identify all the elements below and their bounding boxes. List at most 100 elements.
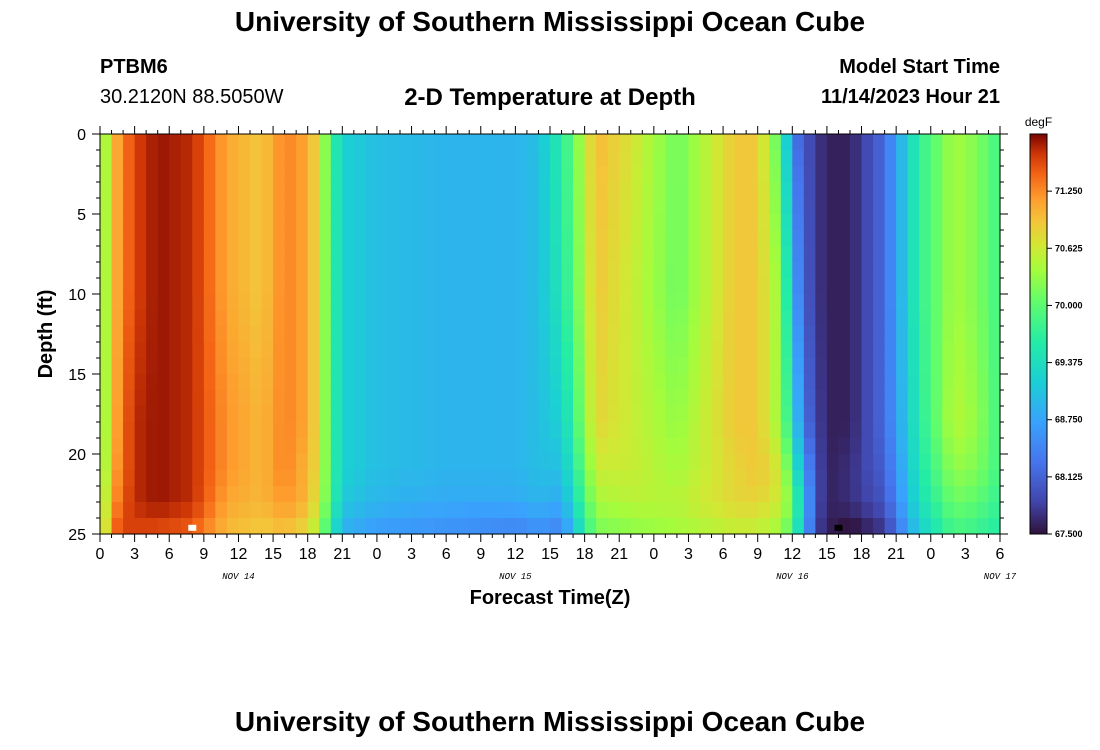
heatmap-cell [330,326,343,343]
heatmap-cell [353,182,366,199]
heatmap-cell [250,294,263,311]
heatmap-cell [953,150,966,167]
heatmap-cell [423,134,436,151]
heatmap-cell [319,294,332,311]
heatmap-cell [757,438,770,455]
heatmap-cell [457,358,470,375]
heatmap-cell [826,390,840,407]
heatmap-cell [376,518,390,535]
heatmap-cell [411,134,424,151]
heatmap-cell [342,294,355,311]
heatmap-cell [319,342,332,359]
heatmap-cell [826,150,840,167]
heatmap-cell [861,470,874,487]
heatmap-cell [284,262,297,279]
heatmap-cell [919,246,932,263]
heatmap-cell [861,134,874,151]
heatmap-cell [296,310,309,327]
heatmap-cell [826,310,840,327]
heatmap-cell [688,198,701,215]
heatmap-cell [469,166,482,183]
heatmap-cell [642,214,655,231]
heatmap-cell [423,470,436,487]
heatmap-cell [803,486,816,503]
heatmap-cell [561,326,574,343]
heatmap-cell [388,342,401,359]
heatmap-cell [330,438,343,455]
heatmap-cell [965,294,978,311]
heatmap-cell [953,486,966,503]
heatmap-cell [711,278,724,295]
heatmap-cell [953,262,966,279]
heatmap-cell [746,310,759,327]
heatmap-cell [919,438,932,455]
heatmap-cell [434,230,447,247]
heatmap-cell [942,422,955,439]
heatmap-cell [988,262,1001,279]
heatmap-cell [815,518,828,535]
heatmap-cell [642,166,655,183]
heatmap-cell [515,182,528,199]
page-title: University of Southern Mississippi Ocean… [234,6,866,37]
heatmap-cell [919,150,932,167]
heatmap-cell [746,470,759,487]
heatmap-cell [953,470,966,487]
heatmap-cell [792,406,805,423]
heatmap-cell [146,214,159,231]
heatmap-cell [515,342,528,359]
heatmap-cell [353,518,366,535]
heatmap-cell [342,374,355,391]
heatmap-cell [376,278,390,295]
heatmap-cell [688,390,701,407]
heatmap-cell [365,518,378,535]
heatmap-cell [226,310,240,327]
heatmap-cell [596,182,609,199]
x-tick-label: 21 [333,546,351,563]
heatmap-cell [457,486,470,503]
heatmap-cell [780,422,793,439]
heatmap-cell [965,230,978,247]
heatmap-cell [250,262,263,279]
colorbar-tick-label: 69.375 [1055,358,1083,368]
heatmap-cell [134,390,147,407]
heatmap-cell [157,422,170,439]
heatmap-cell [953,518,966,535]
heatmap-cell [746,454,759,471]
heatmap-cell [180,246,193,263]
colorbar-unit-label: degF [1025,115,1052,129]
heatmap-cell [665,182,678,199]
heatmap-cell [780,358,793,375]
heatmap-cell [457,166,470,183]
heatmap-cell [884,422,897,439]
heatmap-cell [861,502,874,519]
heatmap-cell [492,374,505,391]
heatmap-cell [134,198,147,215]
heatmap-cell [284,198,297,215]
heatmap-cell [561,246,574,263]
heatmap-cell [273,374,286,391]
heatmap-cell [550,438,563,455]
heatmap-cell [838,486,851,503]
heatmap-cell [769,486,782,503]
heatmap-cell [642,230,655,247]
heatmap-cell [307,454,320,471]
heatmap-cell [850,230,863,247]
heatmap-cell [850,406,863,423]
heatmap-cell [284,278,297,295]
heatmap-cell [953,246,966,263]
heatmap-cell [873,342,886,359]
heatmap-cell [665,134,678,151]
heatmap-cell [215,294,228,311]
heatmap-cell [203,278,216,295]
heatmap-cell [896,134,909,151]
heatmap-cell [630,390,643,407]
heatmap-cell [607,486,620,503]
colorbar-tick-label: 67.500 [1055,529,1083,539]
heatmap-cell [988,166,1001,183]
heatmap-cell [815,310,828,327]
heatmap-cell [446,326,459,343]
heatmap-cell [596,422,609,439]
heatmap-cell [700,262,713,279]
heatmap-cell [734,166,747,183]
heatmap-cell [353,342,366,359]
